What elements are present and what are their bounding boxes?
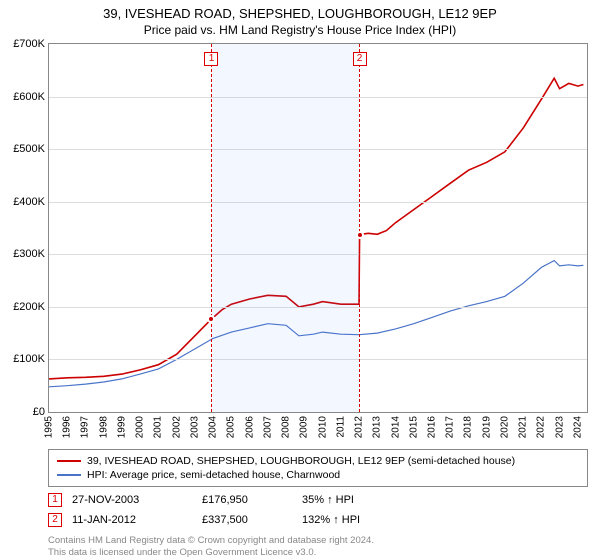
legend-label: HPI: Average price, semi-detached house,… — [87, 469, 340, 481]
x-tick-label: 2017 — [445, 416, 456, 438]
footer-line-1: Contains HM Land Registry data © Crown c… — [48, 535, 588, 547]
x-tick-label: 2015 — [408, 416, 419, 438]
legend-item: 39, IVESHEAD ROAD, SHEPSHED, LOUGHBOROUG… — [57, 454, 579, 468]
sale-marker: 1 — [204, 52, 218, 66]
x-tick-label: 2003 — [189, 416, 200, 438]
y-tick-label: £300K — [13, 248, 45, 260]
y-tick-label: £600K — [13, 91, 45, 103]
x-tick-label: 2011 — [335, 416, 346, 438]
sale-price: £176,950 — [202, 494, 292, 506]
x-tick-label: 1996 — [62, 416, 73, 438]
plot-area: £0£100K£200K£300K£400K£500K£600K£700K199… — [48, 43, 588, 413]
x-tick-label: 2001 — [153, 416, 164, 438]
x-tick-label: 2012 — [354, 416, 365, 438]
x-tick-label: 1995 — [44, 416, 55, 438]
footer-line-2: This data is licensed under the Open Gov… — [48, 547, 588, 559]
x-tick-label: 2019 — [481, 416, 492, 438]
chart-container: 39, IVESHEAD ROAD, SHEPSHED, LOUGHBOROUG… — [0, 0, 600, 560]
legend: 39, IVESHEAD ROAD, SHEPSHED, LOUGHBOROUG… — [48, 449, 588, 487]
x-tick-label: 2020 — [499, 416, 510, 438]
sale-point-dot — [356, 231, 364, 239]
sale-marker-ref: 1 — [48, 493, 62, 507]
x-tick-label: 2004 — [208, 416, 219, 438]
x-tick-label: 2014 — [390, 416, 401, 438]
y-tick-label: £200K — [13, 301, 45, 313]
y-tick-label: £500K — [13, 143, 45, 155]
x-tick-label: 2000 — [135, 416, 146, 438]
x-tick-label: 2018 — [463, 416, 474, 438]
legend-swatch — [57, 474, 81, 476]
legend-item: HPI: Average price, semi-detached house,… — [57, 468, 579, 482]
x-tick-label: 2023 — [554, 416, 565, 438]
y-tick-label: £100K — [13, 353, 45, 365]
legend-swatch — [57, 460, 81, 462]
x-tick-label: 2005 — [226, 416, 237, 438]
y-tick-label: £400K — [13, 196, 45, 208]
sale-row: 1 27-NOV-2003 £176,950 35% ↑ HPI — [48, 493, 588, 507]
x-tick-label: 2024 — [572, 416, 583, 438]
legend-label: 39, IVESHEAD ROAD, SHEPSHED, LOUGHBOROUG… — [87, 455, 515, 467]
sale-date: 27-NOV-2003 — [72, 494, 192, 506]
x-tick-label: 2009 — [299, 416, 310, 438]
y-tick-label: £700K — [13, 38, 45, 50]
sale-row: 2 11-JAN-2012 £337,500 132% ↑ HPI — [48, 513, 588, 527]
sale-date: 11-JAN-2012 — [72, 514, 192, 526]
sale-price: £337,500 — [202, 514, 292, 526]
x-tick-label: 1997 — [80, 416, 91, 438]
x-tick-label: 2022 — [536, 416, 547, 438]
sale-pct-vs-hpi: 35% ↑ HPI — [302, 494, 412, 506]
x-tick-label: 2010 — [317, 416, 328, 438]
chart-subtitle: Price paid vs. HM Land Registry's House … — [0, 21, 600, 43]
chart-title: 39, IVESHEAD ROAD, SHEPSHED, LOUGHBOROUG… — [0, 0, 600, 21]
footer-attribution: Contains HM Land Registry data © Crown c… — [48, 535, 588, 560]
sale-point-dot — [207, 315, 215, 323]
sale-pct-vs-hpi: 132% ↑ HPI — [302, 514, 412, 526]
shaded-sale-region — [211, 44, 359, 412]
x-tick-label: 2008 — [281, 416, 292, 438]
x-tick-label: 2002 — [171, 416, 182, 438]
sale-marker-ref: 2 — [48, 513, 62, 527]
x-tick-label: 2016 — [426, 416, 437, 438]
sales-list: 1 27-NOV-2003 £176,950 35% ↑ HPI 2 11-JAN-201… — [0, 493, 600, 527]
x-tick-label: 1999 — [116, 416, 127, 438]
x-tick-label: 2006 — [244, 416, 255, 438]
x-tick-label: 2021 — [518, 416, 529, 438]
sale-marker: 2 — [353, 52, 367, 66]
x-tick-label: 1998 — [98, 416, 109, 438]
x-tick-label: 2007 — [262, 416, 273, 438]
x-tick-label: 2013 — [372, 416, 383, 438]
